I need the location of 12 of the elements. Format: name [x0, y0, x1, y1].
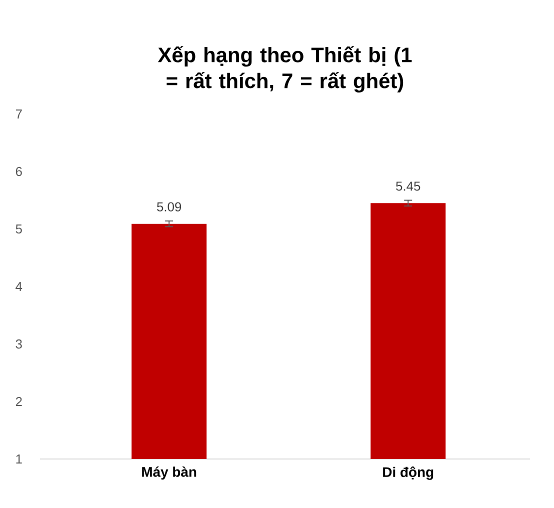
- y-tick-label: 3: [16, 339, 22, 349]
- data-label: 5.45: [396, 182, 420, 191]
- x-tick-label: Máy bàn: [142, 466, 196, 480]
- y-tick-label: 4: [16, 282, 22, 291]
- y-tick-label: 5: [16, 224, 22, 234]
- y-tick-label: 7: [16, 110, 22, 118]
- y-tick-label: 6: [16, 166, 22, 176]
- chart-title: Xếp hạng theo Thiết bị (1 = rất thích, 7 = rất ghét): [158, 46, 412, 93]
- data-label: 5.09: [156, 202, 182, 212]
- x-tick-label: Di động: [383, 466, 434, 480]
- y-tick-label: 2: [16, 396, 22, 406]
- y-tick-label: 1: [16, 454, 22, 464]
